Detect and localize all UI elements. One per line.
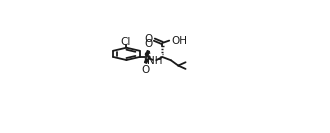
- Text: S: S: [143, 52, 151, 62]
- Text: OH: OH: [172, 36, 187, 46]
- Text: NH: NH: [147, 56, 162, 66]
- Text: O: O: [145, 34, 153, 44]
- Text: O: O: [144, 39, 152, 49]
- Text: Cl: Cl: [120, 37, 131, 47]
- Text: O: O: [142, 65, 150, 75]
